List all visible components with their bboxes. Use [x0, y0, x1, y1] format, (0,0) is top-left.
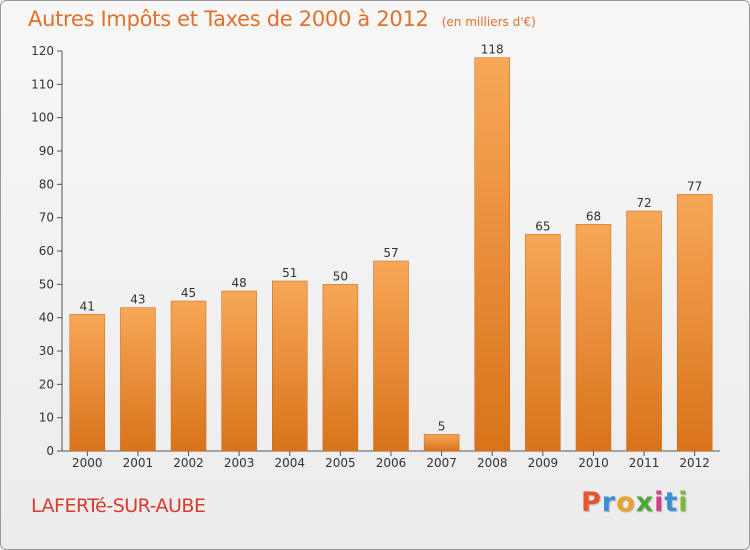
bar-layer [69, 57, 713, 452]
y-tick-label: 40 [39, 311, 54, 325]
logo-letter: x [635, 487, 655, 518]
y-tick-label: 80 [39, 177, 54, 191]
y-tick-label: 120 [31, 44, 54, 58]
y-tick-label: 110 [31, 77, 54, 91]
bar [423, 434, 460, 452]
bar [676, 194, 713, 452]
bar [525, 234, 561, 452]
bar-value-label: 65 [535, 219, 550, 233]
logo-letter: t [664, 487, 679, 518]
chart-title: Autres Impôts et Taxes de 2000 à 2012 [28, 7, 429, 31]
x-tick-label: 2012 [679, 456, 710, 470]
bar-value-label: 5 [438, 419, 446, 433]
bar [272, 280, 308, 452]
bar-value-label: 50 [333, 269, 348, 283]
x-tick-label: 2003 [224, 456, 255, 470]
x-tick-label: 2005 [325, 456, 356, 470]
proxiti-logo[interactable]: Proxiti [581, 487, 689, 518]
x-tick-label: 2002 [173, 456, 204, 470]
x-tick-label: 2010 [578, 456, 609, 470]
bar [373, 260, 409, 452]
bar-value-label: 43 [130, 293, 145, 307]
bar-value-label: 48 [232, 276, 247, 290]
bar [474, 57, 510, 452]
bar-value-label: 77 [687, 179, 702, 193]
bar-value-label: 118 [481, 43, 504, 57]
bar-value-label: 68 [586, 209, 601, 223]
x-tick-label: 2000 [72, 456, 103, 470]
y-tick-label: 10 [39, 411, 54, 425]
x-tick-label: 2009 [528, 456, 559, 470]
bar-value-label: 45 [181, 286, 196, 300]
y-tick-label: 100 [31, 111, 54, 125]
x-tick-label: 2001 [123, 456, 154, 470]
bar [575, 224, 612, 452]
y-tick-label: 90 [39, 144, 54, 158]
bar [170, 300, 207, 452]
y-tick-label: 0 [46, 444, 54, 458]
y-tick-label: 60 [39, 244, 54, 258]
y-tick-label: 20 [39, 377, 54, 391]
y-tick-label: 70 [39, 211, 54, 225]
y-tick-label: 50 [39, 277, 54, 291]
chart-subtitle: (en milliers d'€) [441, 15, 536, 29]
bar-value-label: 51 [282, 266, 297, 280]
bar-value-label: 41 [80, 299, 95, 313]
bar-value-label: 57 [383, 246, 398, 260]
x-tick-label: 2011 [629, 456, 660, 470]
commune-name: LAFERTé-SUR-AUBE [31, 495, 206, 517]
bar-value-label: 72 [636, 196, 651, 210]
bar [69, 314, 106, 452]
logo-letter: P [581, 487, 602, 518]
bar [626, 210, 662, 452]
x-tick-label: 2008 [477, 456, 508, 470]
bar [221, 290, 257, 452]
y-tick-label: 30 [39, 344, 54, 358]
logo-letter: r [601, 487, 617, 518]
logo-letter: o [616, 487, 636, 518]
chart-title-block: Autres Impôts et Taxes de 2000 à 2012 (e… [28, 7, 536, 31]
x-tick-label: 2004 [274, 456, 305, 470]
bar [120, 307, 156, 452]
x-tick-label: 2006 [376, 456, 407, 470]
logo-letter: i [654, 487, 665, 518]
label-layer: 41 2000 43 2001 45 2002 48 2003 51 2004 50 2005 57 20… [72, 43, 710, 470]
bar [322, 284, 359, 452]
x-tick-label: 2007 [426, 456, 457, 470]
logo-letter: i [678, 487, 689, 518]
